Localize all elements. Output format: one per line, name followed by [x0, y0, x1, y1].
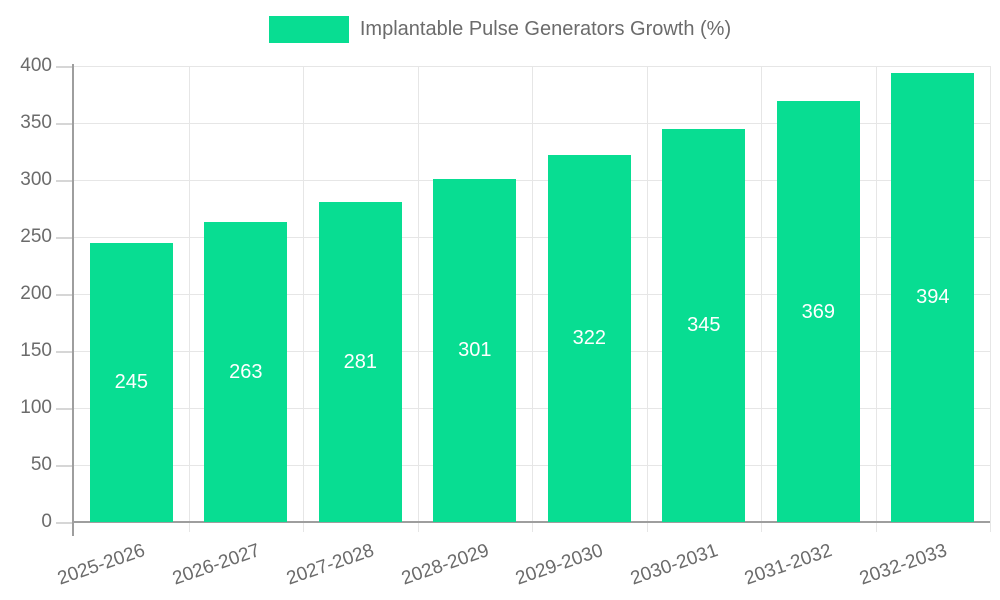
bar-value-label: 281: [343, 350, 377, 373]
bar[interactable]: 263: [204, 222, 288, 522]
y-tick-mark: [56, 351, 72, 353]
bar-value-label: 369: [801, 300, 835, 323]
y-tick-mark: [56, 294, 72, 296]
x-gridline: [418, 66, 419, 532]
y-tick-mark: [56, 465, 72, 467]
x-tick-label: 2026-2027: [169, 540, 263, 590]
legend-label: Implantable Pulse Generators Growth (%): [359, 18, 732, 40]
bar[interactable]: 322: [547, 154, 631, 522]
legend-swatch: [268, 16, 349, 43]
y-tick-mark: [56, 123, 72, 125]
y-tick-mark: [56, 66, 72, 68]
y-tick-label: 250: [20, 226, 52, 247]
y-tick-label: 300: [20, 169, 52, 190]
x-axis-line: [72, 521, 990, 523]
y-tick-label: 400: [20, 55, 52, 76]
y-tick-label: 50: [30, 454, 52, 475]
y-axis-line: [72, 64, 74, 536]
bar[interactable]: 345: [662, 128, 746, 522]
bar[interactable]: 245: [89, 242, 173, 522]
bar[interactable]: 281: [318, 201, 402, 522]
bar-value-label: 394: [916, 286, 950, 309]
x-gridline: [647, 66, 648, 532]
x-tick-label: 2028-2029: [398, 540, 492, 590]
y-tick-mark: [56, 180, 72, 182]
bar-value-label: 245: [114, 371, 148, 394]
bar-value-label: 263: [229, 361, 263, 384]
y-tick-label: 100: [20, 397, 52, 418]
x-tick-label: 2031-2032: [742, 540, 836, 590]
y-tick-label: 150: [20, 340, 52, 361]
bar-value-label: 322: [572, 327, 606, 350]
x-gridline: [189, 66, 190, 532]
y-tick-label: 0: [41, 511, 52, 532]
x-tick-label: 2025-2026: [55, 540, 149, 590]
y-tick-label: 200: [20, 283, 52, 304]
x-tick-label: 2027-2028: [284, 540, 378, 590]
x-gridline: [303, 66, 304, 532]
legend[interactable]: Implantable Pulse Generators Growth (%): [0, 16, 1000, 43]
x-gridline: [532, 66, 533, 532]
bar[interactable]: 369: [776, 101, 860, 522]
x-tick-label: 2032-2033: [856, 540, 950, 590]
x-gridline: [876, 66, 877, 532]
x-tick-label: 2029-2030: [513, 540, 607, 590]
bar[interactable]: 394: [891, 72, 975, 522]
bar-value-label: 301: [458, 339, 492, 362]
x-tick-label: 2030-2031: [627, 540, 721, 590]
bar[interactable]: 301: [433, 178, 517, 522]
y-tick-mark: [56, 522, 72, 524]
x-gridline: [990, 66, 991, 532]
y-tick-mark: [56, 237, 72, 239]
bar-value-label: 345: [687, 314, 721, 337]
y-tick-mark: [56, 408, 72, 410]
y-tick-label: 350: [20, 112, 52, 133]
x-gridline: [761, 66, 762, 532]
